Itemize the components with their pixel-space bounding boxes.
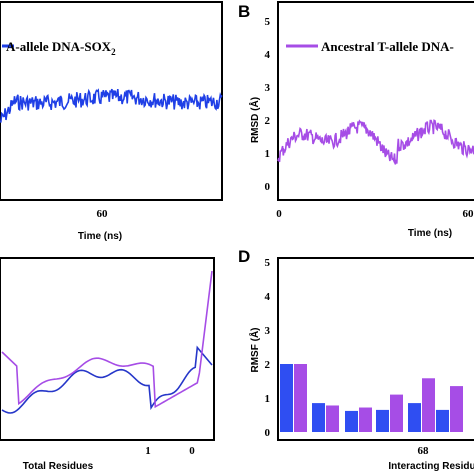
panel-a-xlabel: Time (ns) <box>78 231 122 242</box>
panel-d-ytick: 1 <box>265 393 271 405</box>
panel-d-bar <box>436 409 449 432</box>
panel-d-bar <box>294 364 307 432</box>
panel-b-xtick-0: 0 <box>276 208 282 220</box>
panel-b-ytick: 1 <box>265 148 271 160</box>
panel-d-bar <box>450 386 463 432</box>
panel-c-series-1-line <box>1 345 213 414</box>
panel-b: B Ancestral T-allele DNA- RMSD (Å) 0 1 2 3 4… <box>238 1 474 239</box>
panel-c: 1 0 Total Residues <box>0 257 215 472</box>
panel-d-xtick-68: 68 <box>418 445 430 457</box>
panel-d-bar <box>408 403 421 432</box>
panel-d-ytick: 2 <box>265 359 271 371</box>
panel-b-yticks: 0 1 2 3 4 5 <box>265 16 271 193</box>
panel-a-xtick: 60 <box>97 208 109 220</box>
panel-d-bar <box>326 405 339 432</box>
panel-d-bar <box>376 409 389 432</box>
panel-d-bar <box>280 364 293 432</box>
panel-b-letter: B <box>238 2 250 21</box>
panel-d-bar <box>359 407 372 432</box>
panel-c-frame <box>0 257 215 441</box>
panel-b-ytick: 3 <box>265 82 271 94</box>
panel-b-frame <box>277 1 474 201</box>
panel-b-ylabel: RMSD (Å) <box>248 97 261 143</box>
panel-d-bar <box>345 410 358 432</box>
panel-c-xtick-1: 1 <box>145 445 151 457</box>
panel-b-xtick-60: 60 <box>463 208 474 220</box>
panel-b-ytick: 4 <box>265 49 271 61</box>
panel-b-legend: Ancestral T-allele DNA- <box>321 39 454 54</box>
panel-d-ylabel: RMSF (Å) <box>248 328 261 373</box>
panel-d-ytick: 3 <box>265 325 271 337</box>
panel-c-series-2-line <box>1 270 213 409</box>
panel-d-ytick: 4 <box>265 291 271 303</box>
panel-d: D RMSF (Å) 0 1 2 3 4 5 68 Interacting Residu <box>238 247 474 472</box>
panel-c-xtick-0: 0 <box>189 445 195 457</box>
panel-d-bar <box>312 403 325 432</box>
panel-a-frame <box>0 1 223 201</box>
panel-d-yticks: 0 1 2 3 4 5 <box>265 257 271 439</box>
panel-a-series-line <box>0 88 223 123</box>
panel-d-bar <box>390 394 403 432</box>
panel-b-ytick: 2 <box>265 115 271 127</box>
panel-d-xlabel: Interacting Residu <box>388 461 474 472</box>
panel-d-ytick: 5 <box>265 257 271 269</box>
panel-d-bars <box>280 364 463 432</box>
panel-d-frame <box>277 257 474 441</box>
panel-b-ytick: 0 <box>265 181 271 193</box>
panel-a: A-allele DNA-SOX2 60 Time (ns) <box>0 1 223 242</box>
panel-a-legend: A-allele DNA-SOX2 <box>6 39 116 57</box>
panel-d-bar <box>422 378 435 432</box>
panel-c-xlabel: Total Residues <box>23 461 94 472</box>
panel-d-letter: D <box>238 247 250 266</box>
panel-b-ytick: 5 <box>265 16 271 28</box>
panel-b-xlabel: Time (ns) <box>408 228 452 239</box>
panel-b-series-line <box>277 119 474 165</box>
panel-d-ytick: 0 <box>265 427 271 439</box>
